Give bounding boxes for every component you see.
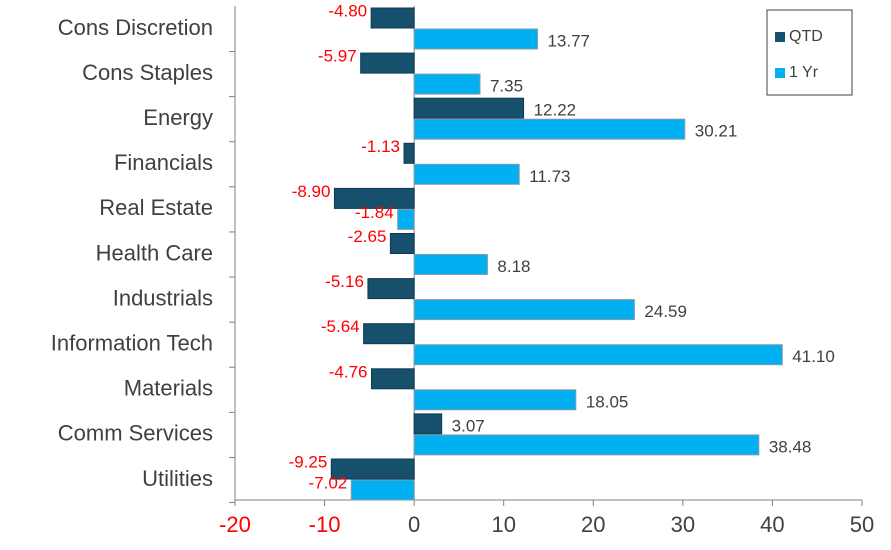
data-label: -2.65: [348, 227, 387, 246]
bar: [389, 233, 415, 254]
y-tick-label: Energy: [143, 105, 213, 130]
data-label: 38.48: [769, 437, 812, 456]
bar: [413, 73, 481, 95]
y-tick-label: Comm Services: [58, 421, 213, 446]
bar: [370, 7, 415, 29]
legend-label: QTD: [789, 28, 823, 45]
x-tick-label: 10: [491, 512, 515, 537]
x-tick-label: 30: [671, 512, 695, 537]
bar: [360, 52, 415, 74]
data-label: 7.35: [490, 77, 523, 96]
bar: [413, 97, 525, 119]
y-tick-label: Information Tech: [51, 331, 213, 356]
data-label: 41.10: [792, 347, 835, 366]
bar: [367, 278, 415, 300]
bar: [350, 479, 415, 501]
data-label: 11.73: [529, 167, 570, 186]
legend-swatch: [775, 68, 785, 78]
data-label: 3.07: [452, 416, 485, 435]
data-label: -4.80: [328, 1, 367, 20]
x-tick-label: -20: [219, 512, 251, 537]
y-tick-label: Cons Discretion: [58, 15, 213, 40]
x-tick-label: -10: [309, 512, 341, 537]
data-label: 13.77: [547, 31, 590, 50]
bar: [371, 368, 415, 390]
bar: [413, 344, 783, 366]
data-label: -5.16: [325, 272, 364, 291]
bar: [413, 118, 686, 140]
data-label: -5.64: [321, 317, 360, 336]
bar: [413, 434, 760, 456]
bar: [413, 389, 577, 411]
bar: [397, 208, 415, 230]
legend-label: 1 Yr: [789, 64, 819, 81]
data-label: -5.97: [318, 47, 357, 66]
bar: [363, 323, 415, 345]
x-tick-label: 40: [760, 512, 784, 537]
data-label: -8.90: [292, 182, 331, 201]
data-label: 30.21: [695, 122, 738, 141]
bar: [413, 413, 443, 435]
data-label: -1.13: [361, 137, 400, 156]
bar: [413, 299, 635, 321]
bar: [413, 163, 520, 185]
data-label: 12.22: [534, 101, 577, 120]
bar: [413, 254, 488, 275]
y-tick-label: Industrials: [113, 285, 213, 310]
x-tick-label: 0: [408, 512, 420, 537]
data-label: -7.02: [309, 473, 348, 492]
y-tick-label: Cons Staples: [82, 60, 213, 85]
data-label: 8.18: [497, 257, 530, 276]
data-label: -9.25: [289, 452, 328, 471]
y-tick-label: Health Care: [96, 240, 213, 265]
y-tick-label: Real Estate: [99, 195, 213, 220]
legend-box: [766, 9, 853, 96]
y-tick-label: Utilities: [142, 466, 213, 491]
x-tick-label: 50: [850, 512, 874, 537]
y-tick-label: Financials: [114, 150, 213, 175]
data-label: -4.76: [329, 362, 368, 381]
bar: [330, 458, 415, 480]
bar: [413, 28, 538, 50]
data-label: 18.05: [586, 392, 629, 411]
bar: [333, 187, 415, 209]
x-tick-label: 20: [581, 512, 605, 537]
data-label: 24.59: [644, 302, 687, 321]
y-tick-label: Materials: [124, 376, 213, 401]
bar: [403, 142, 415, 164]
legend-swatch: [775, 32, 785, 42]
data-label: -1.84: [355, 203, 394, 222]
